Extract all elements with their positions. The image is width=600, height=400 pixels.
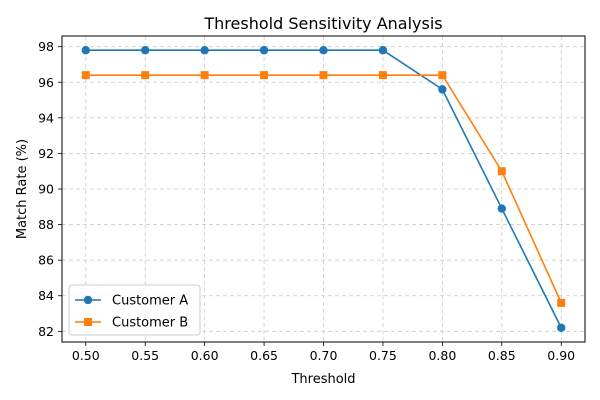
y-tick-label: 88 xyxy=(38,217,54,232)
data-point xyxy=(557,323,566,332)
y-tick-label: 90 xyxy=(38,182,54,197)
y-tick-label: 92 xyxy=(38,146,54,161)
data-point xyxy=(319,46,328,55)
x-tick-label: 0.70 xyxy=(310,348,338,363)
y-tick-label: 84 xyxy=(38,288,54,303)
data-point xyxy=(259,46,269,55)
legend-entries: Customer A Customer B xyxy=(75,294,188,331)
legend-marker xyxy=(84,318,92,326)
data-point xyxy=(141,46,150,55)
data-point xyxy=(200,71,209,80)
series-layer xyxy=(81,46,566,332)
y-tick-label: 98 xyxy=(38,39,54,54)
legend-box xyxy=(68,284,201,336)
data-point xyxy=(378,71,387,80)
y-tick-label: 82 xyxy=(38,324,54,339)
data-point xyxy=(81,71,90,80)
legend-entry: Customer A xyxy=(75,294,188,309)
data-point xyxy=(497,167,506,176)
y-axis-title: Match Rate (%) xyxy=(15,139,30,239)
data-point xyxy=(438,71,447,80)
y-tick-label: 94 xyxy=(38,110,54,125)
data-point xyxy=(557,298,566,307)
x-tick-label: 0.80 xyxy=(428,348,456,363)
data-point xyxy=(378,46,388,55)
x-tick-label: 0.50 xyxy=(72,348,100,363)
x-tick-label: 0.75 xyxy=(369,348,397,363)
y-tick-label: 86 xyxy=(38,253,54,268)
data-point xyxy=(319,71,328,80)
y-tick-label: 96 xyxy=(38,75,54,90)
legend-entry: Customer B xyxy=(75,316,188,331)
y-axis-ticks: 82 84 86 88 90 92 94 96 98 xyxy=(38,39,62,339)
legend: Customer A Customer B xyxy=(68,284,201,336)
x-tick-label: 0.90 xyxy=(547,348,575,363)
x-tick-label: 0.85 xyxy=(488,348,516,363)
data-point xyxy=(200,46,209,55)
legend-label: Customer B xyxy=(112,316,188,331)
data-point xyxy=(497,204,506,213)
x-axis-ticks: 0.50 0.55 0.60 0.65 0.70 0.75 0.80 0.85 0.90 xyxy=(72,342,575,363)
x-tick-label: 0.60 xyxy=(191,348,219,363)
chart-title: Threshold Sensitivity Analysis xyxy=(203,14,442,33)
legend-marker xyxy=(83,295,93,305)
data-point xyxy=(438,85,447,94)
x-tick-label: 0.55 xyxy=(131,348,159,363)
legend-label: Customer A xyxy=(112,294,188,309)
data-point xyxy=(141,71,150,80)
x-axis-title: Threshold xyxy=(290,372,355,387)
grid-lines xyxy=(62,36,585,342)
x-tick-label: 0.65 xyxy=(250,348,278,363)
series-1 xyxy=(81,46,566,332)
series-2 xyxy=(81,71,566,307)
data-point xyxy=(81,46,90,55)
data-point xyxy=(260,71,269,80)
